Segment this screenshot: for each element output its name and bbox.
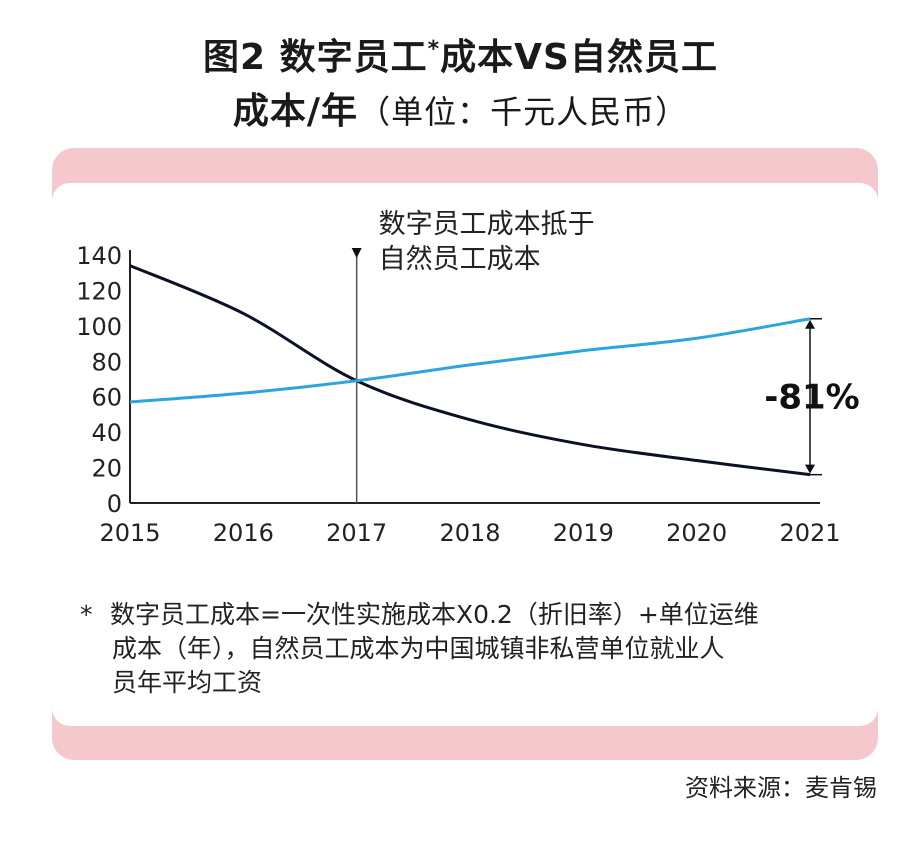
gap-annotation xyxy=(805,318,822,476)
y-tick-label: 40 xyxy=(91,419,122,447)
gap-arrow-head-up xyxy=(805,319,815,329)
footnote-line2: 成本（年），自然员工成本为中国城镇非私营单位就业人 xyxy=(112,634,725,663)
source-credit: 资料来源：麦肯锡 xyxy=(685,774,877,802)
y-tick-label: 80 xyxy=(91,348,122,376)
series-lines xyxy=(129,264,811,477)
x-tick-label: 2019 xyxy=(553,519,614,547)
y-axis-ticks: 140 120 100 80 60 40 20 0 xyxy=(76,242,122,518)
gap-percent-label: -81% xyxy=(764,378,860,418)
x-tick-label: 2021 xyxy=(779,519,840,547)
crossover-annotation-line2: 自然员工成本 xyxy=(379,244,541,275)
footnote: * 数字员工成本=一次性实施成本X0.2（折旧率）+单位运维 成本（年），自然员工… xyxy=(80,598,870,700)
y-tick-label: 60 xyxy=(91,384,122,412)
crossover-marker-arrow xyxy=(351,248,362,258)
crossover-annotation-line1: 数字员工成本抵于 xyxy=(379,209,595,240)
x-tick-label: 2016 xyxy=(213,519,274,547)
x-tick-label: 2015 xyxy=(99,519,160,547)
footnote-line3: 员年平均工资 xyxy=(112,668,263,697)
x-tick-label: 2018 xyxy=(439,519,500,547)
digital-employee-cost-line xyxy=(129,264,811,477)
footnote-text1: 数字员工成本=一次性实施成本X0.2（折旧率）+单位运维 xyxy=(110,600,759,629)
title-line2-main: 成本/年 xyxy=(232,91,359,132)
y-tick-label: 140 xyxy=(76,242,122,270)
title-main: 图2 数字员工 xyxy=(203,37,428,78)
title-rest: 成本VS自然员工 xyxy=(440,37,718,78)
x-tick-label: 2017 xyxy=(326,519,387,547)
y-tick-label: 20 xyxy=(91,455,122,483)
footnote-star: * xyxy=(80,600,93,629)
chart-title-line1: 图2 数字员工*成本VS自然员工 xyxy=(0,28,921,80)
chart-card xyxy=(52,183,878,726)
x-axis-ticks: 2015 2016 2017 2018 2019 2020 2021 xyxy=(99,519,840,547)
y-tick-label: 100 xyxy=(76,313,122,341)
footnote-line1: * 数字员工成本=一次性实施成本X0.2（折旧率）+单位运维 xyxy=(80,598,870,632)
natural-employee-cost-line xyxy=(129,317,811,404)
y-tick-label: 120 xyxy=(76,277,122,305)
title-footnote-marker: * xyxy=(427,37,441,62)
x-tick-label: 2020 xyxy=(666,519,727,547)
gap-arrow-head-down xyxy=(805,464,815,474)
y-tick-label: 0 xyxy=(107,490,122,518)
title-unit: （单位：千元人民币） xyxy=(358,93,689,131)
chart-title-line2: 成本/年（单位：千元人民币） xyxy=(0,82,921,134)
